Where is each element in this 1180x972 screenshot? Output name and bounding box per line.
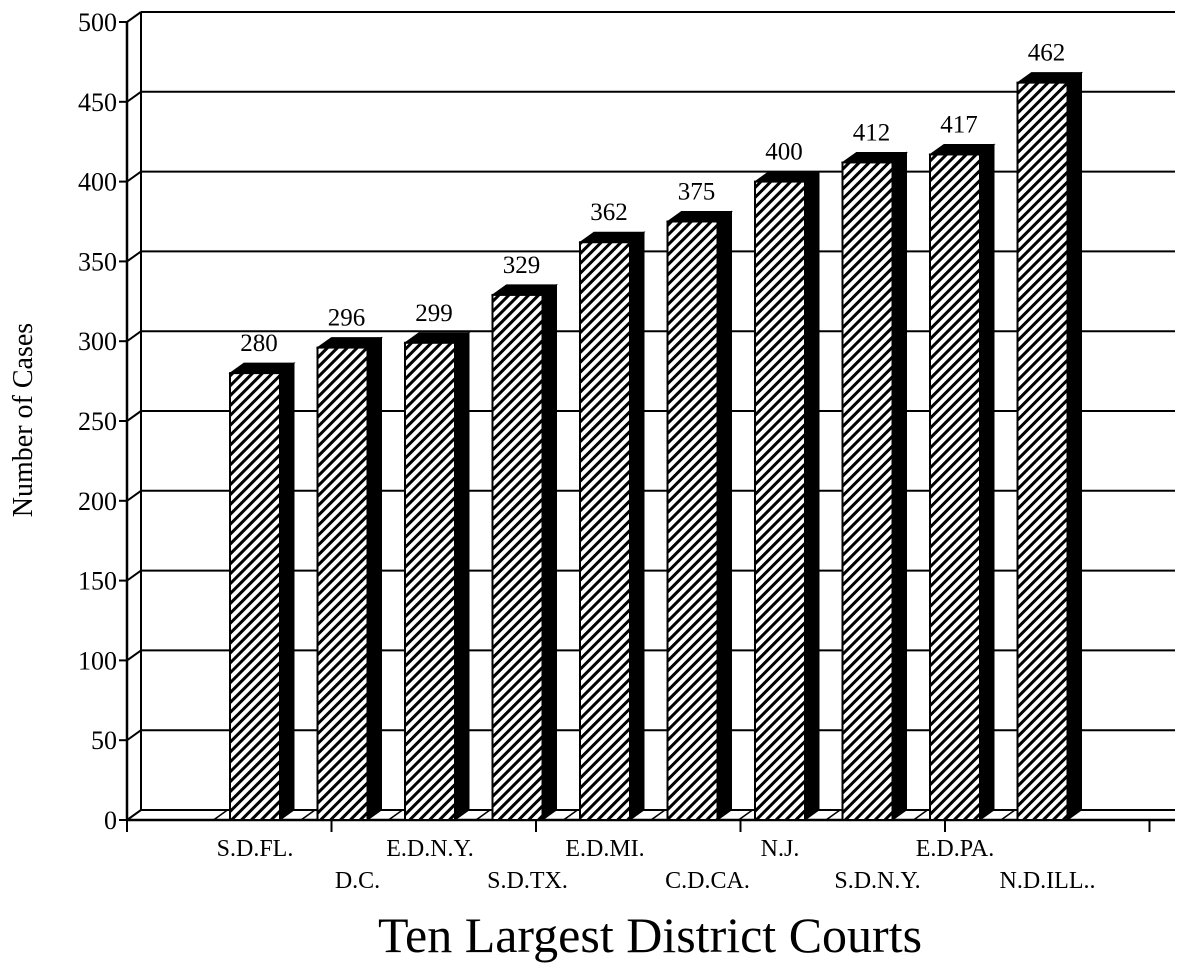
bar-side [1067, 71, 1082, 821]
floor-divider [563, 809, 578, 821]
y-tick-label: 100 [78, 646, 117, 675]
bar-front [754, 180, 806, 822]
bar-front [841, 161, 894, 821]
bar-front [579, 241, 631, 822]
data-label: 362 [590, 199, 628, 226]
y-tick-label: 300 [78, 327, 117, 356]
bar-front [1016, 81, 1069, 821]
x-tick-label: S.D.FL. [217, 836, 294, 862]
grid-connector [126, 250, 142, 263]
bar-side [454, 331, 470, 821]
bar [753, 170, 821, 822]
x-tick-label: N.D.ILL.. [1000, 868, 1096, 894]
floor-divider [913, 809, 928, 821]
bar-front [229, 372, 281, 821]
x-tick-label: N.J. [761, 836, 800, 862]
bar [490, 283, 559, 821]
floor-divider [738, 809, 753, 821]
floor-divider [825, 809, 841, 821]
x-tick-label: E.D.MI. [565, 836, 644, 862]
floor-divider [213, 809, 228, 821]
bar [1015, 71, 1084, 821]
bar [840, 151, 909, 821]
bar [665, 210, 734, 821]
grid-connector [126, 729, 142, 742]
y-tick-label: 450 [78, 88, 117, 117]
grid-connector [126, 410, 142, 422]
bar [578, 231, 646, 822]
bar-side [542, 283, 557, 821]
floor-divider [475, 809, 491, 821]
bar-front [491, 293, 544, 821]
bar [315, 336, 384, 821]
label-layer: 0 50 100 150 200 250 300 350 400 450 500 280 S.D.FL.… [78, 8, 1095, 894]
x-tick-label: E.D.N.Y. [386, 836, 474, 862]
bar-front [316, 346, 369, 821]
y-tick-label: 50 [91, 726, 117, 755]
y-tick-label: 0 [104, 806, 117, 835]
grid-connector [126, 90, 142, 103]
y-tick-label: 500 [78, 8, 117, 37]
grid-connector [126, 170, 142, 183]
data-label: 299 [415, 300, 453, 327]
bar-side [892, 151, 907, 821]
data-label: 280 [240, 330, 278, 357]
bar-front [666, 220, 719, 821]
grid-connector [126, 330, 142, 343]
bar-side [804, 170, 820, 821]
data-label: 296 [328, 305, 366, 332]
y-tick-label: 150 [78, 567, 117, 596]
bar-front [404, 341, 456, 821]
data-label: 417 [940, 111, 978, 138]
x-axis-title: Ten Largest District Courts [378, 907, 922, 963]
x-tick-label: E.D.PA. [916, 836, 994, 862]
data-label: 400 [765, 139, 803, 166]
grid-connector [126, 11, 142, 23]
x-tick-label: S.D.TX. [487, 868, 568, 894]
data-label: 375 [678, 179, 716, 206]
data-label: 329 [503, 252, 541, 279]
bar-side [367, 336, 382, 821]
floor-divider [650, 809, 666, 821]
data-label: 462 [1028, 40, 1066, 67]
x-tick-label: C.D.CA. [665, 868, 750, 894]
grid-connector [126, 569, 142, 582]
y-axis-title: Number of Cases [8, 323, 39, 517]
bar [228, 362, 296, 821]
y-tick-label: 350 [78, 247, 117, 276]
bar-side [979, 143, 995, 821]
floor-divider [1000, 809, 1016, 821]
floor-divider [388, 809, 403, 821]
grid-connector [126, 809, 142, 821]
axis-layer [119, 12, 1175, 832]
bar [403, 331, 471, 821]
y-tick-label: 200 [78, 487, 117, 516]
bar-layer [228, 71, 1084, 822]
bar-side [717, 210, 732, 821]
floor-divider [300, 809, 316, 821]
data-label: 412 [853, 119, 891, 146]
grid-connector [126, 489, 142, 502]
bar-front [929, 153, 981, 821]
y-tick-label: 400 [78, 168, 117, 197]
grid-connector [126, 649, 142, 662]
bar-side [279, 362, 295, 821]
bar-side [629, 231, 645, 821]
y-tick-label: 250 [78, 407, 117, 436]
x-tick-label: S.D.N.Y. [834, 868, 920, 894]
bar [928, 143, 996, 821]
grid-layer [126, 11, 1175, 821]
x-tick-label: D.C. [335, 868, 380, 894]
